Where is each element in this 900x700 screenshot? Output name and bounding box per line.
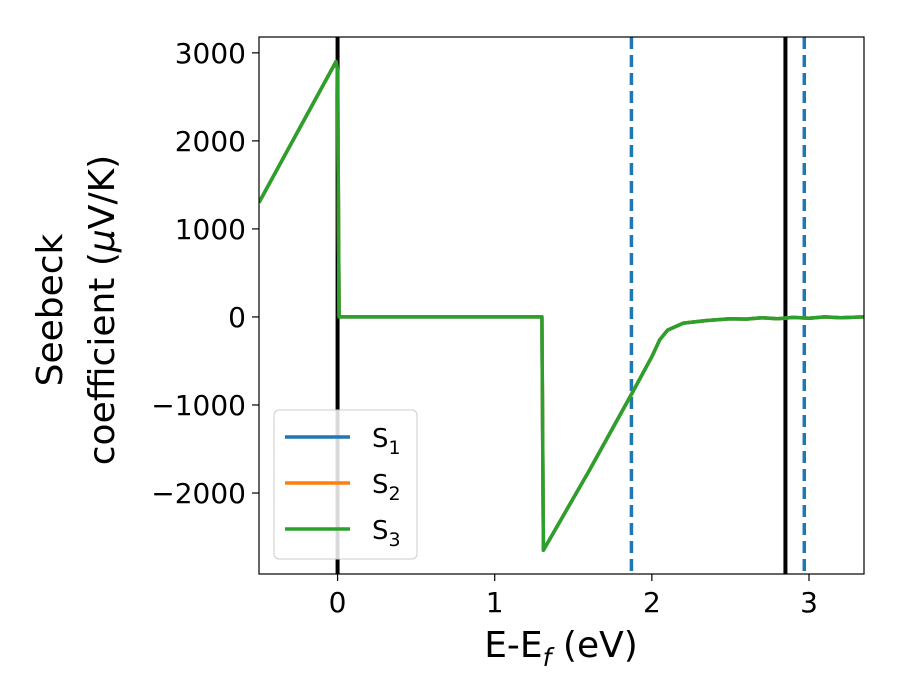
legend-label-subscript: 3 — [389, 529, 401, 551]
series-line-s3 — [259, 59, 864, 552]
x-tick-label: 0 — [329, 586, 347, 619]
legend-label-s3: S3 — [372, 516, 401, 551]
y-axis-label-line2-start: coefficient ( — [82, 252, 123, 465]
y-axis-label-mu: μ — [82, 229, 123, 253]
y-axis-label-line2: coefficient (μV/K) — [82, 155, 123, 465]
y-tick-label: −1000 — [151, 389, 246, 422]
y-axis-label: Seebeck coefficient (μV/K) — [30, 155, 123, 465]
y-tick-label: 3000 — [175, 37, 246, 70]
x-tick-label: 3 — [800, 586, 818, 619]
y-tick-label: 2000 — [175, 125, 246, 158]
x-axis-label-suffix: (eV) — [551, 625, 637, 666]
x-axis-label: E-Ef (eV) — [484, 625, 638, 672]
legend-label-main: S — [372, 424, 389, 454]
x-axis-label-main: E-E — [484, 625, 542, 666]
y-axis-label-line2-end: V/K) — [82, 155, 123, 229]
y-axis-label-line1: Seebeck — [30, 233, 71, 386]
x-tick-label: 1 — [486, 586, 504, 619]
y-tick-label: 1000 — [175, 213, 246, 246]
x-tick-label: 2 — [643, 586, 661, 619]
legend-label-subscript: 2 — [389, 483, 401, 505]
y-axis-ticks: 3000 2000 1000 0 −1000 −2000 — [151, 37, 259, 510]
plot-frame — [258, 36, 865, 575]
legend-label-s2: S2 — [372, 470, 401, 505]
series-lines — [259, 59, 864, 552]
legend-label-subscript: 1 — [389, 437, 401, 459]
legend-label-main: S — [372, 470, 389, 500]
y-tick-label: −2000 — [151, 477, 246, 510]
x-axis-ticks: 0 1 2 3 — [329, 574, 818, 619]
legend-label-s1: S1 — [372, 424, 401, 459]
legend-label-main: S — [372, 516, 389, 546]
y-tick-label: 0 — [228, 301, 246, 334]
